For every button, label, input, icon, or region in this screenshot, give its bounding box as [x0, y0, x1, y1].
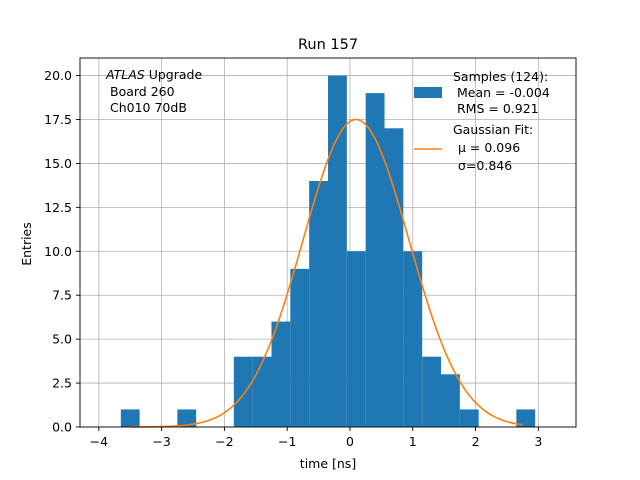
y-axis-label: Entries: [19, 222, 34, 266]
x-tick-label: 3: [534, 434, 542, 449]
axes-frame: [79, 57, 577, 428]
histogram-bar: [120, 409, 140, 427]
histogram-bar: [328, 75, 347, 428]
legend-fit-mu: μ = 0.096: [458, 140, 520, 155]
y-tick-label: 12.5: [44, 200, 72, 215]
histogram-bar: [459, 409, 479, 427]
histogram-bar: [271, 321, 291, 427]
x-axis-label: time [ns]: [300, 456, 356, 471]
histogram-bar: [365, 93, 385, 428]
x-tick-label: 2: [472, 434, 480, 449]
legend-rms: RMS = 0.921: [457, 101, 539, 116]
annotation-board: Board 260: [110, 84, 175, 99]
y-tick-label: 20.0: [44, 68, 72, 83]
atlas-annotation: ATLAS Upgrade Board 260 Ch010 70dB: [105, 67, 202, 115]
y-axis-ticks: 0.0 2.5 5.0 7.5 10.0 12.5 15.0 17.5 20.0: [44, 68, 80, 435]
histogram-bar: [177, 409, 197, 427]
histogram-bar: [403, 251, 423, 427]
histogram-bar: [384, 128, 404, 428]
annotation-atlas: ATLAS: [105, 67, 145, 82]
x-tick-label: −1: [278, 434, 296, 449]
legend-fit-sigma: σ=0.846: [458, 158, 512, 173]
legend-mean: Mean = -0.004: [457, 85, 550, 100]
chart-title: Run 157: [298, 37, 358, 53]
x-tick-label: −4: [90, 434, 108, 449]
histogram-bar: [290, 268, 310, 427]
histogram-bar: [422, 356, 442, 427]
x-tick-label: −3: [152, 434, 170, 449]
legend-histogram-name: Samples (124):: [453, 69, 548, 84]
histogram-bar: [309, 181, 328, 427]
histogram-bar: [252, 356, 272, 427]
y-tick-label: 5.0: [52, 332, 72, 347]
svg-text:ATLAS Upgrade: ATLAS Upgrade: [105, 67, 202, 82]
x-axis-ticks: −4 −3 −2 −1 0 1 2 3: [90, 427, 542, 449]
legend: Samples (124): Mean = -0.004 RMS = 0.921…: [414, 69, 550, 173]
annotation-upgrade: Upgrade: [145, 67, 203, 82]
y-tick-label: 0.0: [52, 420, 72, 435]
histogram-bar: [516, 409, 536, 427]
y-tick-label: 7.5: [52, 288, 72, 303]
y-tick-label: 15.0: [44, 156, 72, 171]
y-tick-label: 17.5: [44, 112, 72, 127]
histogram-bar: [441, 374, 460, 427]
histogram-bars: [120, 75, 536, 428]
histogram-bar: [233, 356, 253, 427]
x-tick-label: −2: [215, 434, 233, 449]
gaussian-fit-curve: [130, 118, 523, 428]
y-tick-label: 2.5: [52, 376, 72, 391]
x-tick-label: 0: [346, 434, 354, 449]
histogram-bar: [346, 251, 366, 427]
y-tick-label: 10.0: [44, 244, 72, 259]
x-tick-label: 1: [409, 434, 417, 449]
legend-histogram-swatch: [414, 87, 442, 98]
annotation-channel: Ch010 70dB: [110, 100, 187, 115]
legend-fit-name: Gaussian Fit:: [453, 122, 533, 137]
